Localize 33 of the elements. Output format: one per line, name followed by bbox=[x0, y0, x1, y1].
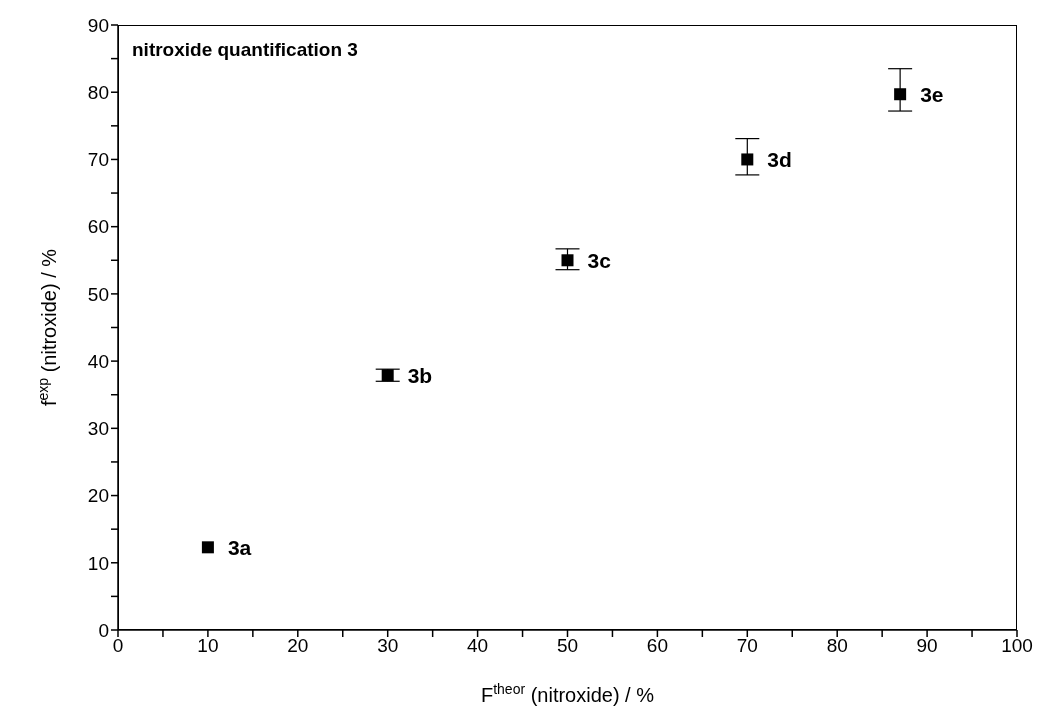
y-tick-label: 90 bbox=[87, 14, 109, 36]
y-tick-label: 20 bbox=[87, 485, 109, 507]
point bbox=[561, 254, 574, 267]
y-tick-label: 10 bbox=[87, 552, 109, 574]
x-tick-label: 90 bbox=[916, 635, 938, 657]
y-tick-label: 40 bbox=[87, 350, 109, 372]
x-tick-label: 50 bbox=[556, 635, 579, 657]
x-tick-label: 100 bbox=[1001, 635, 1033, 657]
x-tick-label: 30 bbox=[377, 635, 399, 657]
x-tick-label: 70 bbox=[736, 635, 758, 657]
x-tick-label: 0 bbox=[112, 635, 124, 657]
y-tick-label: 70 bbox=[87, 149, 109, 171]
y-tick-label: 50 bbox=[87, 283, 109, 305]
point bbox=[201, 541, 214, 554]
y-tick-label: 80 bbox=[87, 81, 109, 103]
point bbox=[894, 88, 907, 101]
x-tick-label: 80 bbox=[826, 635, 848, 657]
point bbox=[381, 369, 394, 382]
text: nitroxide quantification 3 bbox=[132, 39, 358, 61]
annotation: 3b bbox=[407, 363, 433, 387]
point bbox=[741, 153, 754, 166]
annotation: 3c bbox=[587, 248, 612, 272]
annotation: 3d bbox=[767, 147, 792, 171]
y-tick-label: 30 bbox=[87, 418, 109, 440]
annotation: 3a bbox=[227, 535, 252, 559]
y-tick-label: 60 bbox=[87, 216, 109, 238]
y-tick-label: 0 bbox=[98, 619, 109, 641]
x-tick-label: 60 bbox=[646, 635, 668, 657]
x-tick-label: 40 bbox=[467, 635, 489, 657]
x-tick-label: 20 bbox=[287, 635, 309, 657]
annotation: 3e bbox=[920, 82, 944, 106]
x-tick-label: 10 bbox=[197, 635, 219, 657]
x-axis-title: F$^{theor}$ (nitroxide) / % bbox=[480, 681, 655, 706]
